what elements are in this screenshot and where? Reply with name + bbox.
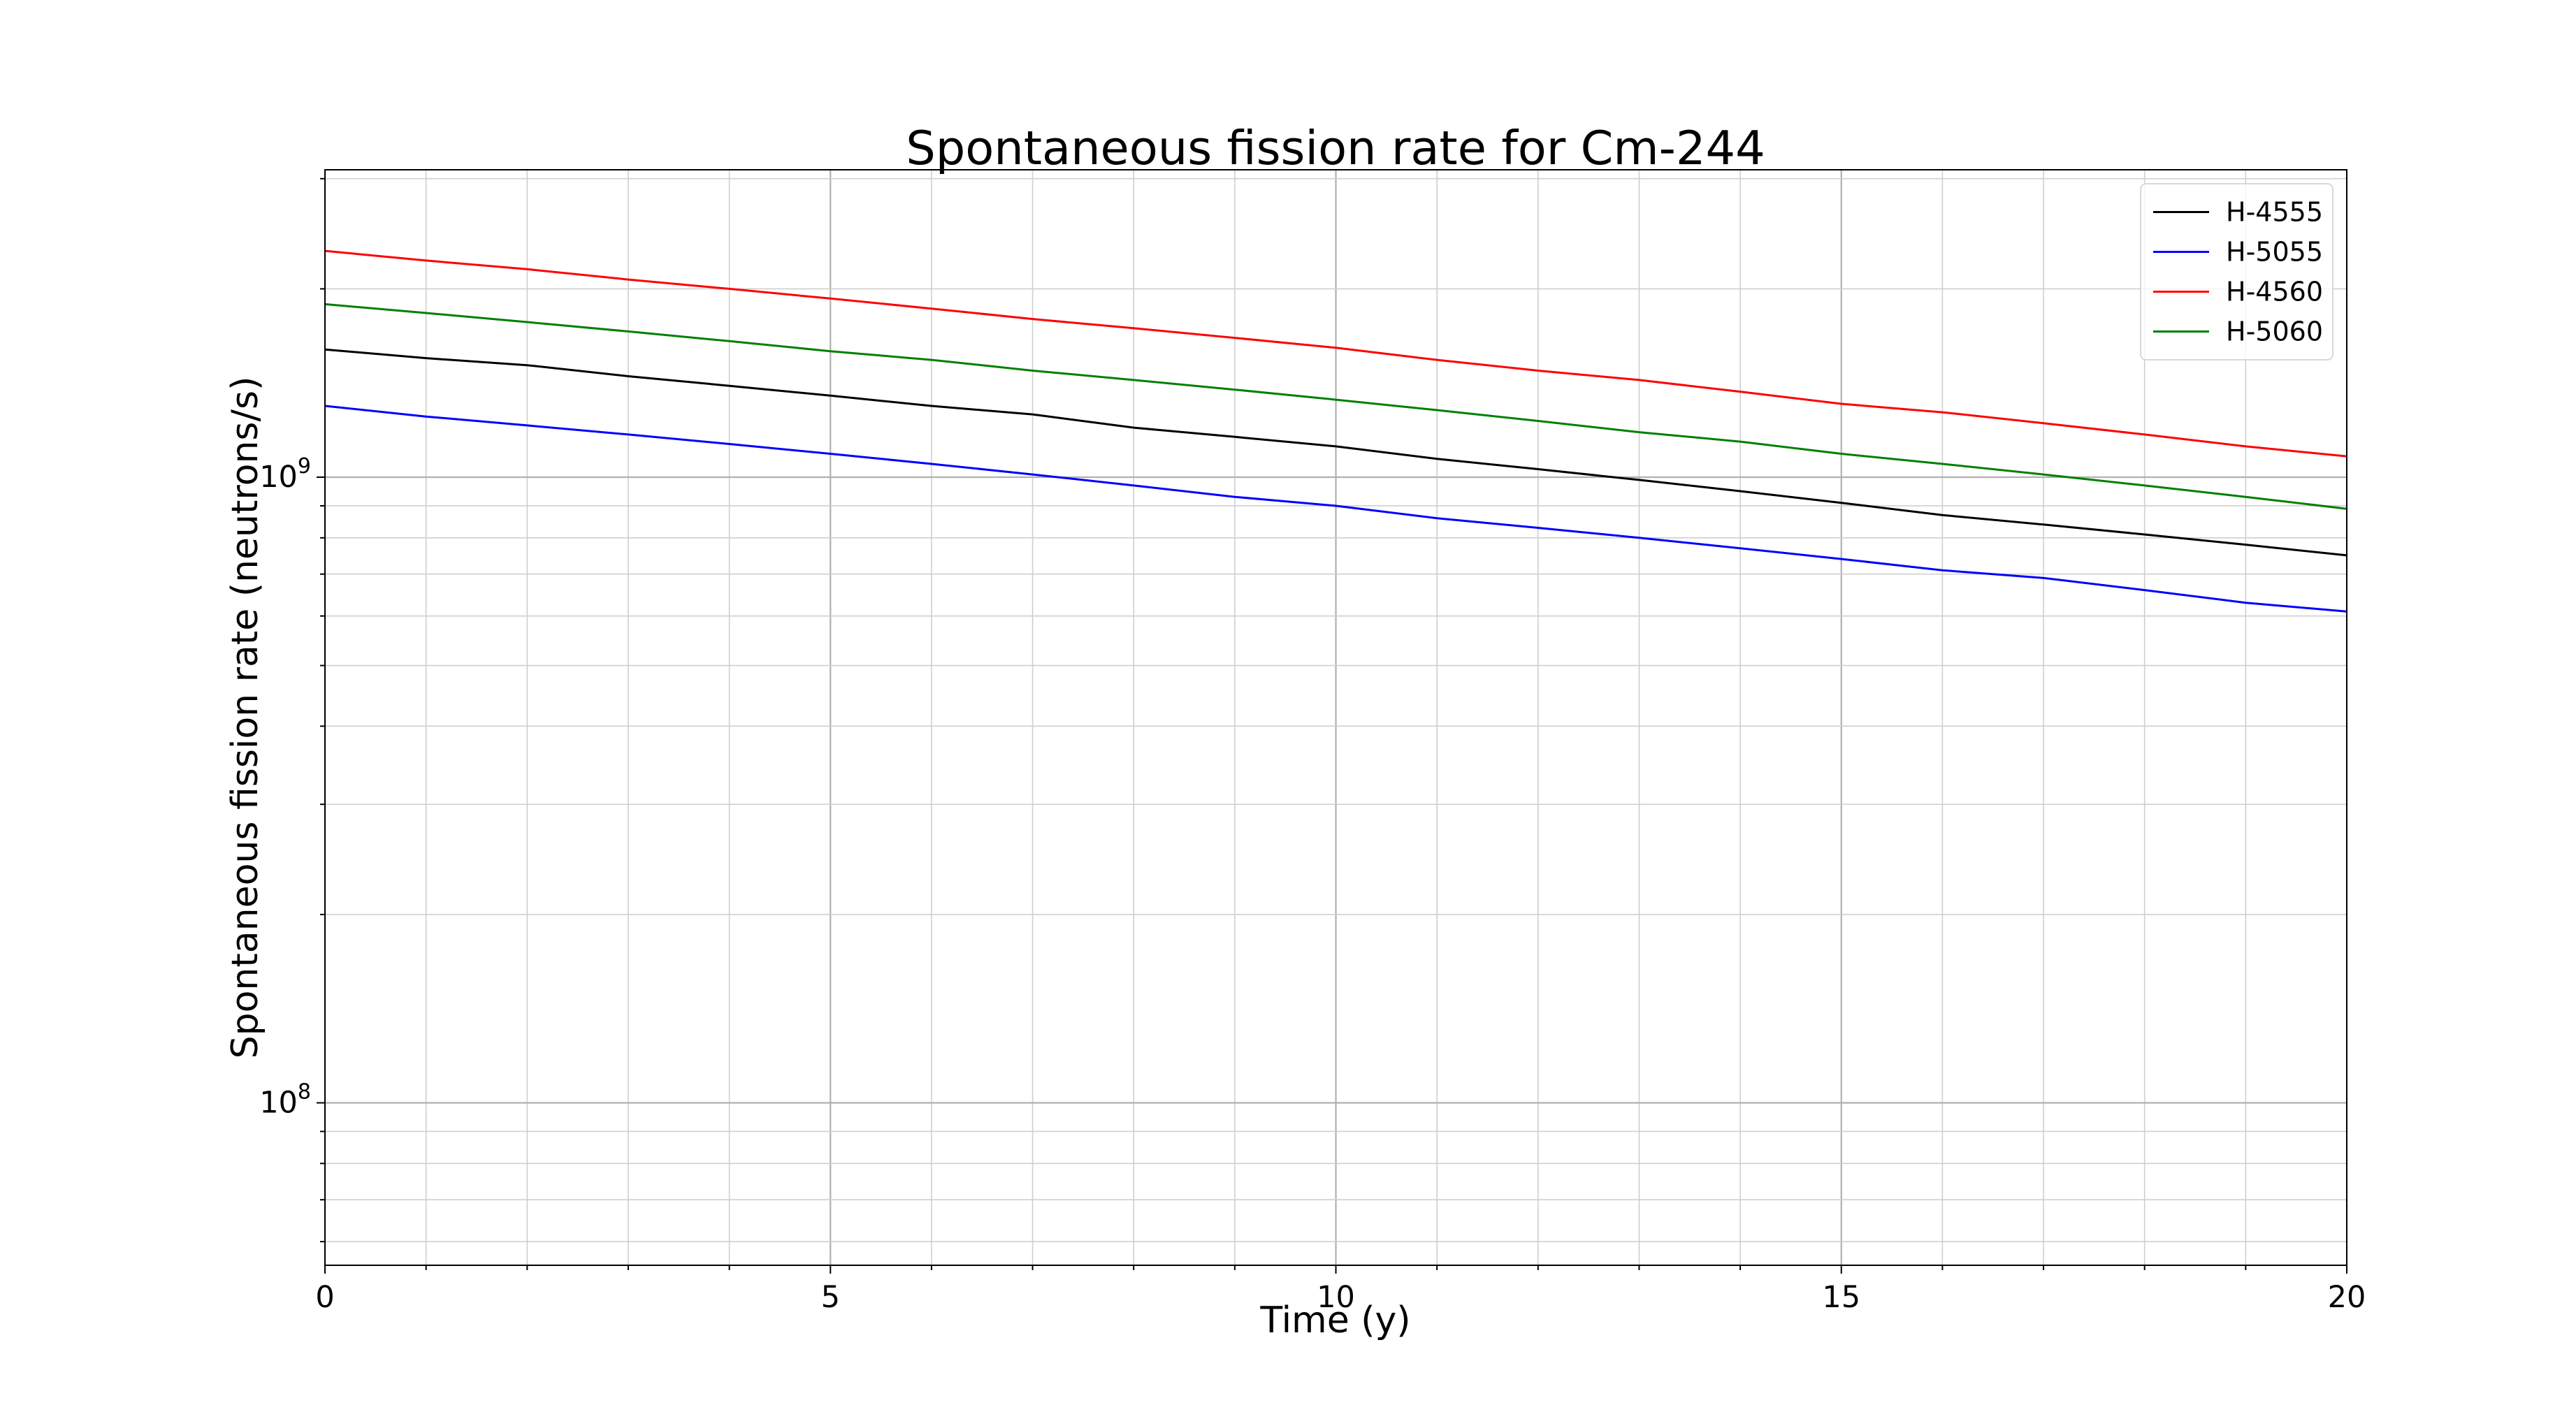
legend-label: H-4560 xyxy=(2226,277,2323,307)
legend-label: H-4555 xyxy=(2226,197,2323,228)
y-tick-label: 108 xyxy=(259,1079,311,1120)
series-lines xyxy=(324,249,2347,613)
legend-label: H-5055 xyxy=(2226,237,2323,268)
series-line-h-4560 xyxy=(324,249,2347,458)
x-tick-label: 15 xyxy=(1822,1280,1860,1315)
y-tick-label: 109 xyxy=(259,454,311,495)
x-tick-label: 5 xyxy=(821,1280,840,1315)
legend: H-4555 H-5055 H-4560 H-5060 xyxy=(2140,183,2333,361)
x-axis-title: Time (y) xyxy=(1259,1300,1410,1341)
chart-title: Spontaneous fission rate for Cm-244 xyxy=(906,121,1765,175)
x-tick-label: 10 xyxy=(1317,1280,1355,1315)
axis-ticks: 0 5 10 15 20 108 109 xyxy=(259,177,2366,1315)
legend-label: H-5060 xyxy=(2226,316,2323,347)
x-tick-label: 20 xyxy=(2328,1280,2366,1315)
legend-box xyxy=(2140,183,2333,361)
y-axis-title: Spontaneous fission rate (neutrons/s) xyxy=(224,377,266,1059)
grid xyxy=(325,170,2347,1265)
series-line-h-5060 xyxy=(324,303,2347,510)
x-tick-label: 0 xyxy=(315,1280,334,1315)
series-line-h-5055 xyxy=(324,405,2347,613)
series-line-h-4555 xyxy=(324,348,2347,557)
